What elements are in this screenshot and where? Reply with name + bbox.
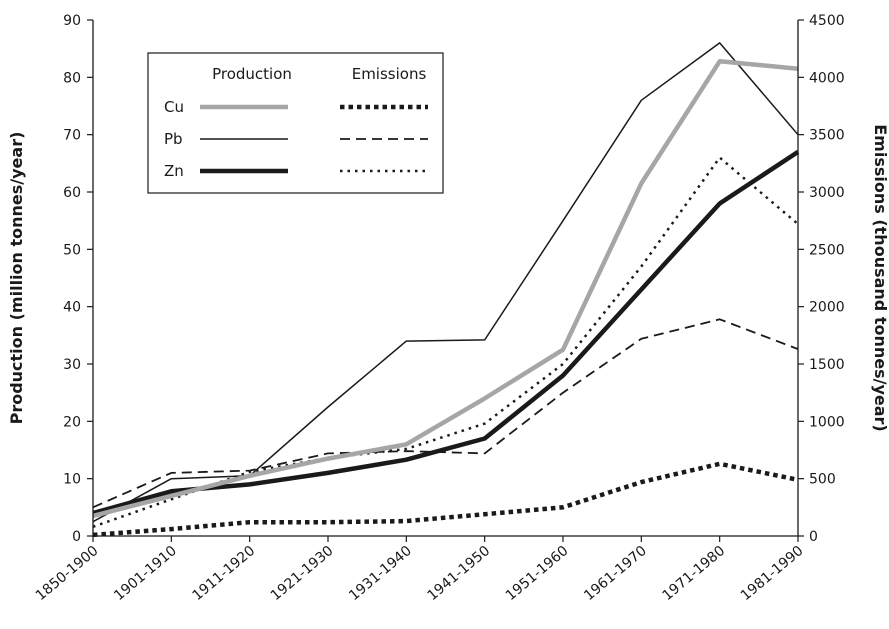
- legend-label-pb: Pb: [164, 130, 183, 148]
- legend-production-header: Production: [212, 65, 292, 83]
- x-tick-label: 1921-1930: [268, 543, 337, 604]
- series-layer: [92, 42, 800, 538]
- x-tick-label: 1961-1970: [581, 543, 650, 604]
- y-left-tick-label: 0: [72, 529, 81, 545]
- y-right-tick-label: 3500: [809, 128, 845, 144]
- x-tick-label: 1911-1920: [189, 543, 258, 604]
- x-tick-label: 1931-1940: [346, 543, 415, 604]
- x-tick-label: 1951-1960: [503, 543, 572, 604]
- y-left-tick-label: 30: [63, 357, 81, 373]
- y-left-tick-label: 50: [63, 242, 81, 258]
- y-left-tick-label: 80: [63, 70, 81, 86]
- x-tick-label: 1941-1950: [424, 543, 493, 604]
- series-line-pb-production: [92, 42, 799, 523]
- series-line-cu-production: [92, 59, 799, 519]
- legend-emissions-header: Emissions: [352, 65, 427, 83]
- x-tick-label: 1971-1980: [659, 543, 728, 604]
- x-tick-label: 1850-1900: [33, 543, 102, 604]
- y-right-tick-label: 2000: [809, 300, 845, 316]
- series-line-pb-emissions: [92, 318, 799, 509]
- legend-label-zn: Zn: [164, 162, 184, 180]
- y-right-tick-label: 1500: [809, 357, 845, 373]
- x-tick-label: 1901-1910: [111, 543, 180, 604]
- y-left-tick-label: 40: [63, 300, 81, 316]
- y-right-tick-label: 4500: [809, 13, 845, 29]
- y-left-tick-label: 60: [63, 185, 81, 201]
- y-right-tick-label: 4000: [809, 70, 845, 86]
- x-tick-label: 1981-1990: [738, 543, 807, 604]
- series-line-zn-production: [92, 150, 800, 516]
- legend: Production Emissions Cu Pb Zn: [147, 52, 444, 194]
- legend-box: [147, 52, 444, 194]
- y-right-tick-label: 1000: [809, 414, 845, 430]
- y-axis-right-title: Emissions (thousand tonnes/year): [871, 124, 889, 431]
- y-left-tick-label: 10: [63, 472, 81, 488]
- y-left-tick-label: 20: [63, 414, 81, 430]
- series-line-cu-emissions: [92, 461, 799, 538]
- y-left-tick-label: 70: [63, 128, 81, 144]
- y-right-tick-label: 2500: [809, 242, 845, 258]
- y-left-tick-label: 90: [63, 13, 81, 29]
- y-right-tick-label: 3000: [809, 185, 845, 201]
- y-right-tick-label: 500: [809, 472, 836, 488]
- y-right-tick-label: 0: [809, 529, 818, 545]
- y-axis-left-title: Production (million tonnes/year): [7, 132, 26, 425]
- legend-label-cu: Cu: [164, 98, 184, 116]
